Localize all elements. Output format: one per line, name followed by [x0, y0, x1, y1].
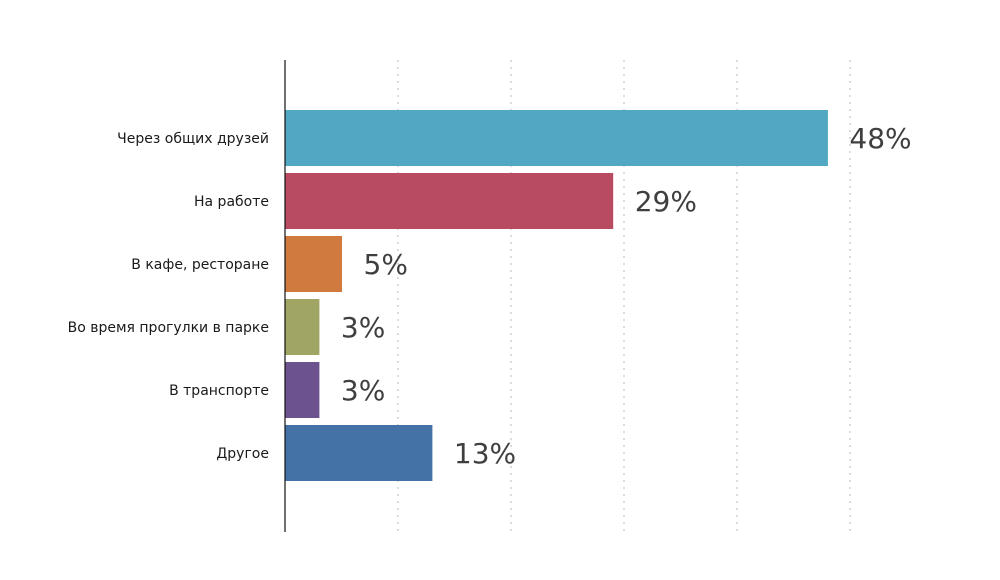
value-label-3: 3% [341, 311, 385, 344]
value-label-4: 3% [341, 374, 385, 407]
value-label-1: 29% [635, 185, 697, 218]
bar-4 [285, 362, 320, 418]
category-label-1: На работе [194, 194, 269, 210]
bar-0 [285, 110, 828, 166]
value-label-2: 5% [364, 248, 408, 281]
value-label-0: 48% [849, 122, 911, 155]
bar-1 [285, 173, 614, 229]
category-label-4: В транспорте [169, 383, 269, 399]
value-label-5: 13% [454, 437, 516, 470]
category-label-3: Во время прогулки в парке [68, 320, 269, 336]
bar-2 [285, 236, 342, 292]
bar-3 [285, 299, 320, 355]
category-labels: Через общих друзей На работе В кафе, ресто… [68, 131, 269, 462]
bars [285, 110, 828, 481]
category-label-2: В кафе, ресторане [131, 257, 269, 273]
category-label-5: Другое [216, 446, 269, 462]
category-label-0: Через общих друзей [117, 131, 269, 147]
bar-5 [285, 425, 433, 481]
value-labels: 48% 29% 5% 3% 3% 13% [341, 122, 912, 470]
